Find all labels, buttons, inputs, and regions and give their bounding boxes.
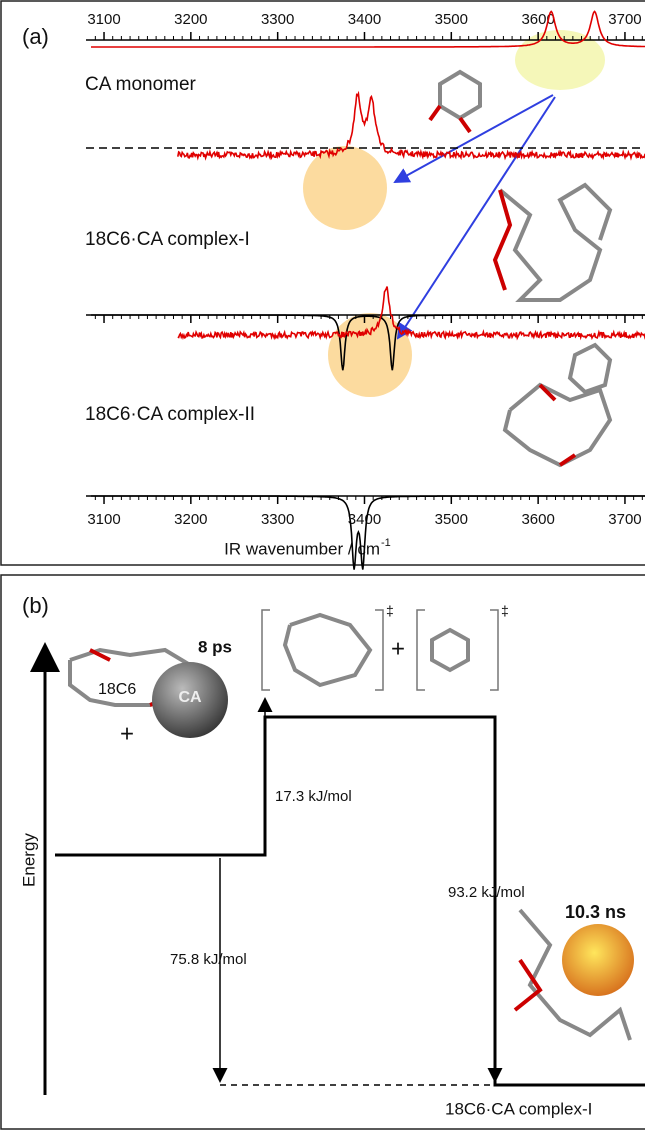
plus: +	[391, 635, 405, 662]
figure: (a) CA monomer 18C6·CA complex-I 18C6·CA…	[0, 0, 645, 1130]
energy-label: 93.2 kJ/mol	[448, 884, 525, 901]
tick-label: 3400	[348, 511, 381, 528]
energy-level	[55, 717, 645, 1085]
tick-label: 3300	[261, 511, 294, 528]
tick-label: 3300	[261, 11, 294, 28]
panel-label: (a)	[22, 24, 49, 49]
panel-b-frame	[1, 575, 645, 1129]
dagger: ‡	[501, 603, 509, 619]
trace-label: 18C6·CA complex-I	[85, 229, 250, 250]
molecule-label: CA	[178, 689, 202, 706]
tick-label: 3200	[174, 11, 207, 28]
spectrum	[91, 496, 645, 570]
tick-label: 3100	[87, 511, 120, 528]
tick-label: 3700	[608, 511, 641, 528]
trace-label: CA monomer	[85, 74, 197, 95]
molecule-label: 18C6	[98, 681, 136, 698]
spectrum	[178, 287, 645, 338]
tick-label: 3500	[435, 511, 468, 528]
dagger: ‡	[386, 603, 394, 619]
tick-label: 3700	[608, 11, 641, 28]
page: (a) CA monomer 18C6·CA complex-I 18C6·CA…	[0, 0, 645, 1130]
tick-label: 3200	[174, 511, 207, 528]
axis-title-sup: -1	[381, 537, 391, 549]
energy-label: 17.3 kJ/mol	[275, 788, 352, 805]
tick-label: 3500	[435, 11, 468, 28]
tick-label: 3400	[348, 11, 381, 28]
highlight	[303, 146, 387, 230]
axis-title: Energy	[19, 833, 38, 887]
plus: +	[120, 720, 134, 747]
time-label: 10.3 ns	[565, 902, 626, 922]
energy-label: 75.8 kJ/mol	[170, 951, 247, 968]
highlight	[515, 30, 605, 90]
molecule-sphere	[562, 924, 634, 996]
panel-label: (b)	[22, 593, 49, 618]
time-label: 8 ps	[198, 637, 232, 656]
molecule-label: 18C6·CA complex-I	[445, 1099, 592, 1118]
tick-label: 3600	[521, 511, 554, 528]
tick-label: 3100	[87, 11, 120, 28]
trace-label: 18C6·CA complex-II	[85, 404, 255, 425]
